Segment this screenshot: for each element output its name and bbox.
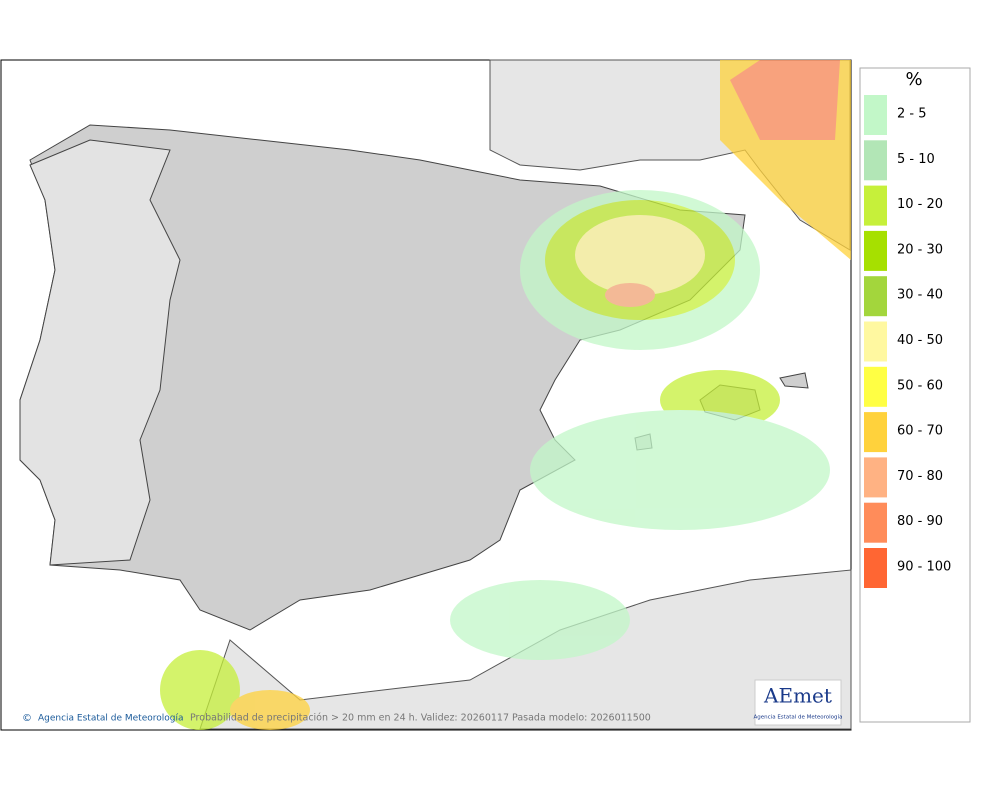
- legend-swatch: [864, 276, 887, 317]
- legend-label: 2 - 5: [897, 107, 927, 122]
- legend-swatch: [864, 230, 887, 271]
- legend: % 2 - 5 5 - 10 10 - 20 20 - 30 30 - 40 40 - 5…: [859, 67, 971, 723]
- logo-subtitle: Agencia Estatal de Meteorología: [754, 714, 843, 721]
- logo-box: [754, 679, 842, 726]
- legend-swatch: [864, 502, 887, 543]
- copyright-icon: ©: [22, 713, 32, 724]
- legend-label: 50 - 60: [897, 378, 943, 393]
- credit: Agencia Estatal de Meteorología: [38, 714, 184, 724]
- legend-swatch: [864, 321, 887, 362]
- legend-label: 70 - 80: [897, 469, 943, 484]
- portugal: [19, 139, 181, 566]
- legend-label: 10 - 20: [897, 197, 943, 212]
- legend-label: 90 - 100: [897, 560, 951, 575]
- map: © Agencia Estatal de Meteorología Probab…: [0, 59, 852, 731]
- precipitation: [160, 60, 851, 730]
- legend-swatch: [864, 366, 887, 407]
- legend-swatch: [864, 412, 887, 453]
- legend-label: 80 - 90: [897, 514, 943, 529]
- caption: Probabilidad de precipitación > 20 mm en…: [190, 713, 651, 724]
- legend-label: 20 - 30: [897, 242, 943, 257]
- legend-label: 60 - 70: [897, 424, 943, 439]
- legend-label: 5 - 10: [897, 152, 935, 167]
- legend-title: %: [905, 69, 922, 90]
- legend-swatch: [864, 140, 887, 181]
- legend-label: 40 - 50: [897, 333, 943, 348]
- legend-swatch: [864, 95, 887, 135]
- logo: AEmet: [763, 684, 832, 708]
- legend-swatch: [864, 548, 887, 588]
- legend-swatch: [864, 457, 887, 498]
- legend-label: 30 - 40: [897, 288, 943, 303]
- legend-swatch: [864, 185, 887, 226]
